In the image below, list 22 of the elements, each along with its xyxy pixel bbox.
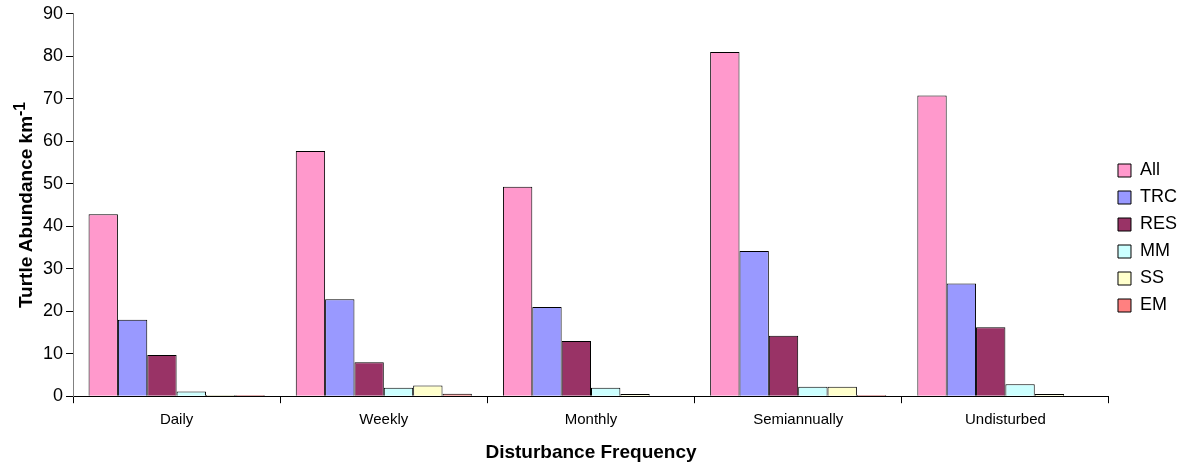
x-tick-label: Undisturbed [964,410,1046,428]
legend-label: TRC [1139,186,1177,207]
x-tick-label: Semiannually [753,410,844,428]
legend-label: RES [1139,213,1177,234]
y-tick-label: 90 [42,2,64,23]
legend-label: EM [1139,294,1167,315]
y-tick-label: 30 [42,257,64,278]
x-tick-label: Weekly [359,410,409,428]
x-tick-label: Monthly [564,410,618,428]
legend-label: SS [1139,267,1164,288]
y-tick-label: 50 [42,172,64,193]
y-tick-label: 70 [42,87,64,108]
legend-label: MM [1139,240,1170,261]
x-axis-title: Disturbance Frequency [485,440,698,462]
y-tick-label: 10 [42,342,64,363]
legend-label: All [1139,159,1160,180]
y-tick-label: 20 [42,300,64,321]
y-tick-label: 0 [53,385,64,406]
y-tick-label: 80 [42,45,64,66]
x-tick-label: Daily [159,410,194,428]
y-tick-label: 60 [42,130,64,151]
y-tick-label: 40 [42,215,64,236]
